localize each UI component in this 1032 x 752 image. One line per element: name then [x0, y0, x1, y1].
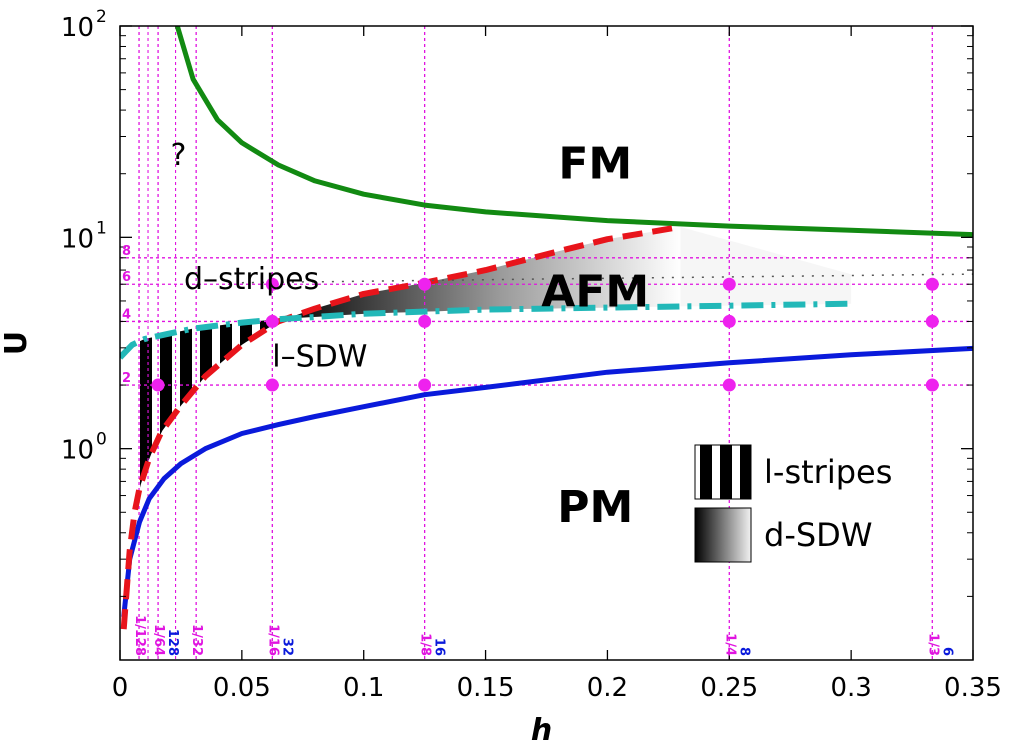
series-line-0: [174, 26, 973, 238]
y-axis-title: U: [0, 331, 34, 355]
legend: l-stripes d-SDW: [694, 444, 892, 563]
vgrid-size-label-6: 6: [939, 647, 954, 656]
series-line-3: [120, 300, 852, 360]
legend-swatch-0: [694, 444, 752, 500]
legend-label-0: l-stripes: [764, 453, 892, 491]
data-point-0: [151, 378, 165, 392]
x-tick-label-0: 0: [112, 673, 129, 703]
vgrid-size-label-4: 16: [432, 638, 447, 656]
x-tick-label-4: 0.2: [587, 673, 628, 703]
series-line-2: [120, 223, 681, 630]
annotation-0: FM: [558, 138, 632, 189]
annotation-1: AFM: [541, 267, 649, 318]
hgrid-label-0: 2: [122, 371, 131, 386]
annotation-5: l–SDW: [272, 339, 367, 374]
l-stripes-region: [133, 319, 279, 522]
vgrid-label-1: 1/64: [151, 624, 166, 656]
vgrid-label-2: 1/32: [189, 624, 204, 656]
data-point-8: [925, 314, 939, 328]
x-tick-label-2: 0.1: [343, 673, 384, 703]
y-tick-label-1: 10: [61, 224, 94, 254]
data-point-3: [722, 378, 736, 392]
x-tick-label-3: 0.15: [457, 673, 515, 703]
legend-swatch-1: [694, 507, 752, 563]
legend-label-1: d-SDW: [764, 516, 872, 554]
data-point-11: [722, 277, 736, 291]
vgrid-size-label-3: 32: [279, 638, 294, 656]
horizontal-grid-lines: [120, 257, 973, 386]
data-point-2: [418, 378, 432, 392]
vgrid-label-0: 1/128: [132, 615, 147, 656]
x-tick-label-7: 0.35: [944, 673, 1002, 703]
series-line-1: [121, 345, 973, 618]
data-point-5: [265, 314, 279, 328]
x-tick-label-1: 0.05: [213, 673, 271, 703]
annotation-2: PM: [557, 482, 633, 533]
series-line-4: [241, 273, 973, 284]
data-point-1: [265, 378, 279, 392]
vertical-grid-lines: [138, 26, 933, 660]
y-tick-exp-0: 0: [96, 430, 107, 450]
d-sdw-region-tail: [680, 226, 852, 307]
annotation-4: d–stripes: [184, 262, 319, 297]
vgrid-label-3: 1/16: [265, 624, 280, 656]
vgrid-label-4: 1/8: [418, 633, 433, 656]
data-point-6: [418, 314, 432, 328]
phase-boundary-series: [120, 26, 973, 630]
hgrid-label-2: 6: [122, 270, 131, 285]
y-tick-label-0: 10: [61, 436, 94, 466]
data-point-4: [925, 378, 939, 392]
vgrid-label-6: 1/3: [925, 633, 940, 656]
data-points: [151, 277, 939, 392]
vgrid-label-5: 1/4: [722, 633, 737, 656]
axis-titles: hU: [0, 331, 552, 748]
y-tick-label-2: 10: [61, 13, 94, 43]
hgrid-label-1: 4: [122, 307, 131, 322]
y-tick-exp-1: 1: [96, 218, 107, 238]
data-point-7: [722, 314, 736, 328]
y-tick-exp-2: 2: [96, 7, 107, 27]
plot-frame: [119, 25, 974, 661]
x-tick-label-5: 0.25: [700, 673, 758, 703]
data-point-9: [265, 277, 279, 291]
hgrid-label-3: 8: [122, 244, 131, 259]
annotations: 1/128 1/64 128 1/32 1/16 32 1/8 16 1/4 8 1/3 62468F…: [122, 138, 954, 656]
data-point-12: [925, 277, 939, 291]
plot-border: [119, 25, 974, 661]
annotation-3: ?: [171, 138, 187, 173]
x-tick-label-6: 0.3: [830, 673, 871, 703]
data-point-10: [418, 277, 432, 291]
vgrid-size-label-5: 8: [736, 647, 751, 656]
x-axis-title: h: [531, 713, 552, 748]
vgrid-size-label-1: 128: [165, 629, 180, 656]
